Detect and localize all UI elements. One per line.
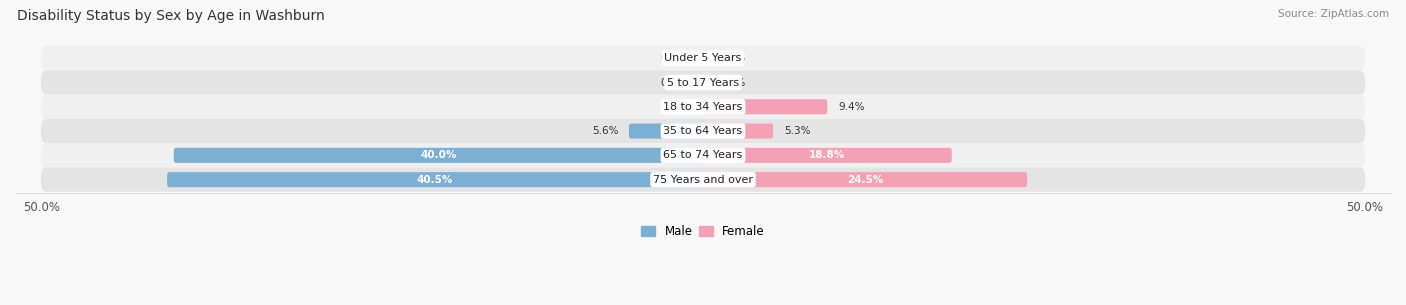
- Legend: Male, Female: Male, Female: [637, 221, 769, 243]
- Text: 65 to 74 Years: 65 to 74 Years: [664, 150, 742, 160]
- Text: 35 to 64 Years: 35 to 64 Years: [664, 126, 742, 136]
- FancyBboxPatch shape: [703, 172, 1028, 187]
- Text: 40.5%: 40.5%: [418, 175, 453, 185]
- FancyBboxPatch shape: [41, 119, 1365, 143]
- Text: Disability Status by Sex by Age in Washburn: Disability Status by Sex by Age in Washb…: [17, 9, 325, 23]
- Text: 75 Years and over: 75 Years and over: [652, 175, 754, 185]
- Text: 5.3%: 5.3%: [783, 126, 810, 136]
- Text: 0.0%: 0.0%: [661, 77, 688, 88]
- Text: 24.5%: 24.5%: [846, 175, 883, 185]
- Text: 0.0%: 0.0%: [661, 53, 688, 63]
- Text: 18 to 34 Years: 18 to 34 Years: [664, 102, 742, 112]
- FancyBboxPatch shape: [628, 124, 703, 138]
- Text: Under 5 Years: Under 5 Years: [665, 53, 741, 63]
- Text: 18.8%: 18.8%: [810, 150, 845, 160]
- Text: Source: ZipAtlas.com: Source: ZipAtlas.com: [1278, 9, 1389, 19]
- FancyBboxPatch shape: [703, 148, 952, 163]
- FancyBboxPatch shape: [41, 70, 1365, 95]
- Text: 0.0%: 0.0%: [718, 77, 745, 88]
- FancyBboxPatch shape: [703, 99, 827, 114]
- Text: 40.0%: 40.0%: [420, 150, 457, 160]
- Text: 0.0%: 0.0%: [661, 102, 688, 112]
- Text: 5 to 17 Years: 5 to 17 Years: [666, 77, 740, 88]
- FancyBboxPatch shape: [174, 148, 703, 163]
- FancyBboxPatch shape: [41, 46, 1365, 70]
- FancyBboxPatch shape: [41, 143, 1365, 167]
- FancyBboxPatch shape: [167, 172, 703, 187]
- Text: 5.6%: 5.6%: [592, 126, 619, 136]
- FancyBboxPatch shape: [41, 95, 1365, 119]
- FancyBboxPatch shape: [41, 167, 1365, 192]
- Text: 0.0%: 0.0%: [718, 53, 745, 63]
- FancyBboxPatch shape: [703, 124, 773, 138]
- Text: 9.4%: 9.4%: [838, 102, 865, 112]
